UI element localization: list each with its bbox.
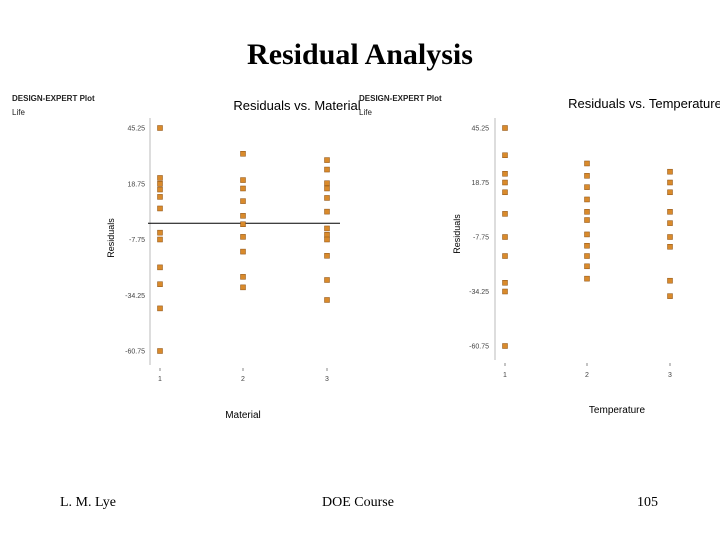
chart-2-residual-point xyxy=(502,179,508,186)
footer-page-number: 105 xyxy=(637,495,658,510)
chart-1-residual-point xyxy=(240,274,246,280)
chart-2-residual-point xyxy=(667,293,673,299)
chart-2-x-tick-label: 1 xyxy=(503,372,507,379)
chart-2-residual-point xyxy=(502,125,508,131)
chart-2-residual-point xyxy=(502,343,508,349)
chart-2-residual-point xyxy=(502,152,508,158)
chart-1-residual-point xyxy=(240,198,246,204)
chart-1-residual-point xyxy=(324,208,330,215)
chart-2-residual-point xyxy=(667,277,673,284)
chart-2-residual-point xyxy=(584,173,590,179)
chart-1-residual-point xyxy=(157,175,163,181)
chart-2-residual-point xyxy=(667,209,673,215)
chart-1-residual-point xyxy=(324,195,330,201)
chart-2-subheader: Life xyxy=(359,108,372,117)
chart-1-residual-point xyxy=(240,151,246,157)
chart-2-residual-point xyxy=(667,179,673,186)
chart-2-header: DESIGN-EXPERT Plot xyxy=(359,94,442,103)
chart-2-residual-point xyxy=(584,184,590,190)
chart-2-residual-point xyxy=(502,171,508,177)
chart-1-residual-point xyxy=(324,180,330,186)
chart-1-subheader: Life xyxy=(12,108,25,117)
footer-author: L. M. Lye xyxy=(60,495,116,510)
chart-1-x-axis-label: Material xyxy=(225,410,261,421)
chart-1-residual-point xyxy=(240,177,246,183)
chart-1-residual-point xyxy=(157,236,163,243)
chart-1-residual-point xyxy=(240,248,246,255)
chart-1-residual-point xyxy=(324,225,330,232)
chart-1-header: DESIGN-EXPERT Plot xyxy=(12,94,95,103)
chart-2-residual-point xyxy=(667,220,673,226)
chart-2-residual-point xyxy=(584,196,590,203)
chart-1-y-tick-label: 18.75 xyxy=(127,181,145,188)
chart-1-residual-point xyxy=(324,236,330,243)
chart-1-y-tick-label: -60.75 xyxy=(125,349,145,356)
chart-1-residual-point xyxy=(240,284,246,291)
chart-2-residual-point xyxy=(502,234,508,240)
chart-2-y-tick-label: 45.25 xyxy=(471,126,489,133)
chart-1-residual-point xyxy=(240,185,246,192)
chart-2-y-tick-label: 18.75 xyxy=(471,180,489,187)
chart-2-y-axis-label: Residuals xyxy=(452,214,462,254)
chart-1-y-tick-label: -34.25 xyxy=(125,293,145,300)
chart-1-x-tick-label: 1 xyxy=(158,376,162,383)
chart-1-residual-point xyxy=(157,194,163,200)
chart-2-residual-point xyxy=(584,242,590,249)
chart-2-x-axis-label: Temperature xyxy=(589,405,646,416)
chart-2-x-tick-label: 2 xyxy=(585,372,589,379)
chart-2-residual-point xyxy=(584,275,590,282)
chart-2-residual-point xyxy=(584,160,590,167)
chart-1-x-tick-label: 2 xyxy=(241,376,245,383)
chart-1-residual-point xyxy=(157,348,163,354)
chart-1-residual-point xyxy=(157,125,163,131)
chart-1-x-tick-label: 3 xyxy=(325,376,329,383)
chart-1-residual-point xyxy=(157,264,163,271)
chart-1-residual-point xyxy=(324,166,330,173)
chart-2-y-tick-label: -7.75 xyxy=(473,235,489,242)
chart-1-y-axis-label: Residuals xyxy=(106,218,116,258)
chart-2-residual-point xyxy=(584,263,590,270)
chart-1-residual-point xyxy=(324,232,330,238)
slide-title: Residual Analysis xyxy=(247,38,473,71)
chart-2-residual-point xyxy=(502,288,508,295)
chart-2-residual-point xyxy=(584,231,590,238)
chart-1-residual-point xyxy=(324,297,330,303)
chart-2-residual-point xyxy=(502,280,508,286)
chart-1-y-tick-label: -7.75 xyxy=(129,237,145,244)
chart-2-y-tick-label: -60.75 xyxy=(469,344,489,351)
chart-1-residual-point xyxy=(324,277,330,283)
chart-1-y-tick-label: 45.25 xyxy=(127,126,145,133)
chart-1-residual-point xyxy=(324,157,330,163)
chart-2-residual-point xyxy=(667,168,673,175)
chart-2-residual-point xyxy=(667,234,673,240)
chart-1-title: Residuals vs. Material xyxy=(233,98,360,113)
chart-2-residual-point xyxy=(502,253,508,259)
chart-1-residual-point xyxy=(324,185,330,192)
chart-2-residual-point xyxy=(667,244,673,250)
chart-1-residual-point xyxy=(157,186,163,193)
footer-course: DOE Course xyxy=(322,495,394,510)
chart-2-residual-point xyxy=(667,189,673,196)
chart-1-residual-point xyxy=(157,281,163,287)
chart-1-residual-point xyxy=(240,234,246,240)
chart-2-residual-point xyxy=(584,209,590,215)
chart-1-residual-point xyxy=(157,205,163,212)
chart-1-residual-point xyxy=(240,213,246,219)
chart-1-residual-point xyxy=(157,305,163,312)
chart-1-residual-point xyxy=(240,221,246,227)
chart-2-residual-point xyxy=(502,189,508,196)
chart-2-y-tick-label: -34.25 xyxy=(469,289,489,296)
chart-2-residual-point xyxy=(584,217,590,223)
chart-1-residual-point xyxy=(324,253,330,259)
chart-2-title: Residuals vs. Temperature xyxy=(568,96,720,111)
chart-2-residual-point xyxy=(502,211,508,217)
chart-1-residual-point xyxy=(157,181,163,187)
chart-1-residual-point xyxy=(157,229,163,236)
chart-2-x-tick-label: 3 xyxy=(668,372,672,379)
chart-2-residual-point xyxy=(584,253,590,259)
